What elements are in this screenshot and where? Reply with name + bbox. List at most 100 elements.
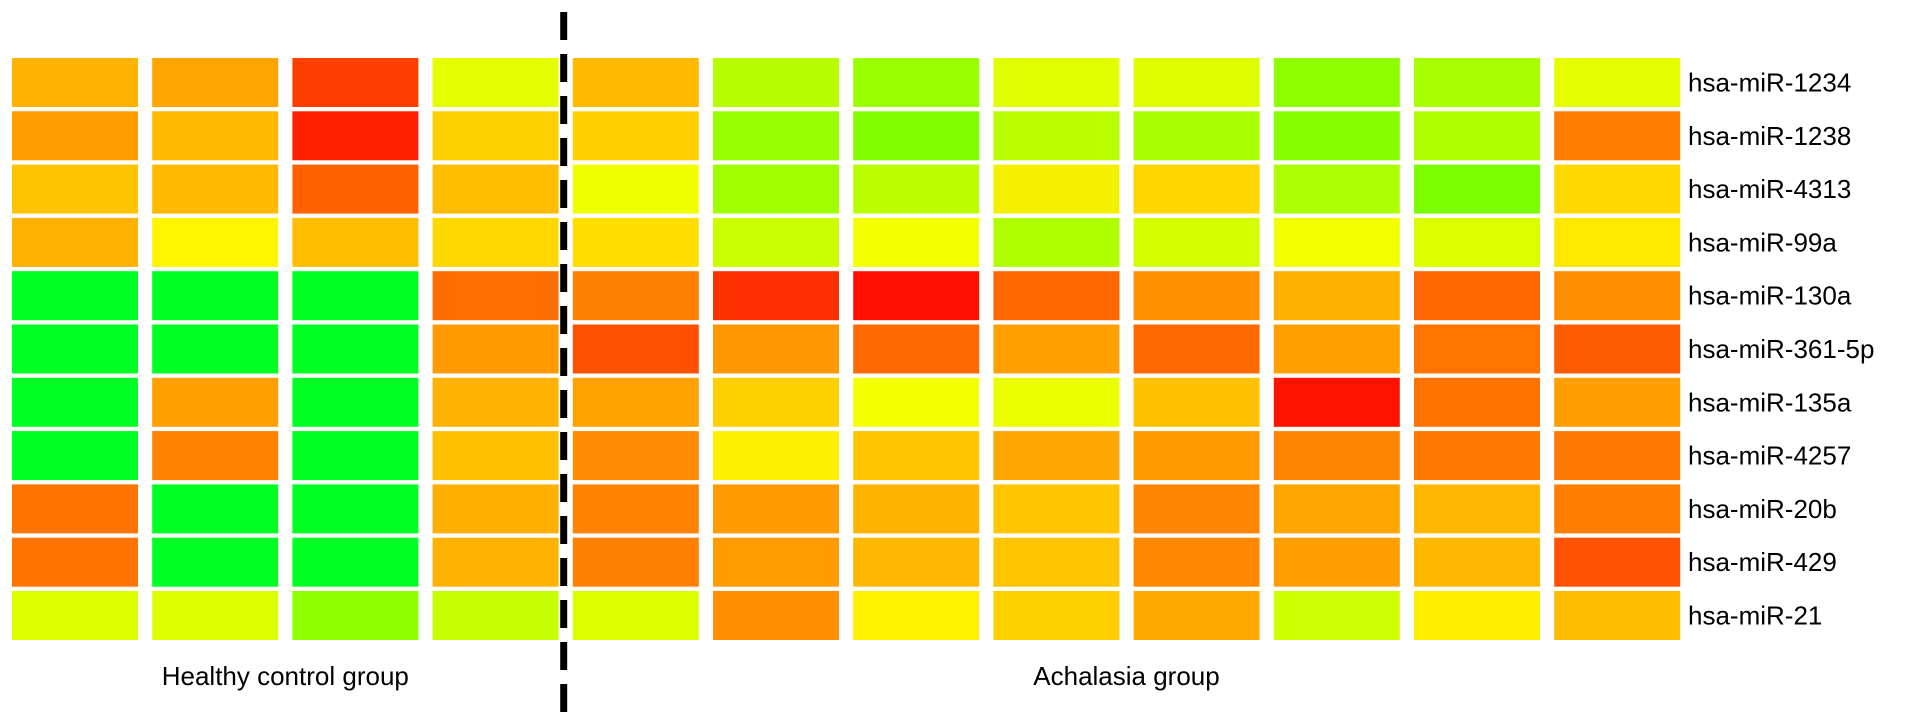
heatmap-cell: [853, 164, 980, 214]
heatmap-cell: [152, 164, 279, 214]
heatmap-cell: [1273, 537, 1400, 587]
heatmap-cell: [292, 537, 419, 587]
heatmap-cell: [432, 484, 559, 534]
heatmap-cell: [1273, 217, 1400, 267]
heatmap-cell: [152, 591, 279, 640]
heatmap-cell: [1133, 377, 1260, 427]
heatmap-cell: [853, 377, 980, 427]
heatmap-cell: [1554, 271, 1681, 321]
heatmap-cell: [993, 537, 1120, 587]
heatmap-cell: [152, 431, 279, 481]
heatmap-cell: [292, 271, 419, 321]
heatmap-cell: [1414, 164, 1540, 214]
heatmap-cell: [993, 431, 1120, 481]
heatmap-cell: [1273, 431, 1400, 481]
heatmap-cell: [1133, 58, 1260, 107]
heatmap-cell: [1554, 111, 1681, 161]
heatmap-cell: [152, 58, 279, 107]
heatmap-cell: [1414, 537, 1540, 587]
heatmap-cell: [572, 484, 699, 534]
heatmap-cell: [993, 111, 1120, 161]
heatmap-cell: [432, 537, 559, 587]
heatmap-cell: [853, 537, 980, 587]
heatmap-cell: [12, 271, 138, 321]
heatmap-cell: [993, 324, 1120, 374]
heatmap-cell: [152, 537, 279, 587]
row-label: hsa-miR-130a: [1688, 281, 1852, 311]
heatmap-cell: [432, 324, 559, 374]
heatmap-cell: [853, 111, 980, 161]
heatmap-cell: [1414, 271, 1540, 321]
heatmap-cell: [1414, 591, 1540, 640]
heatmap-cell: [432, 271, 559, 321]
row-label: hsa-miR-4257: [1688, 441, 1851, 471]
row-label: hsa-miR-1234: [1688, 68, 1851, 98]
row-label: hsa-miR-361-5p: [1688, 334, 1874, 364]
heatmap-cell: [12, 484, 138, 534]
heatmap-cell: [292, 217, 419, 267]
heatmap-cell: [1133, 591, 1260, 640]
heatmap-cell: [1133, 324, 1260, 374]
heatmap-cell: [1273, 58, 1400, 107]
heatmap-cell: [572, 324, 699, 374]
heatmap-cell: [713, 271, 839, 321]
heatmap-cell: [432, 217, 559, 267]
heatmap-cell: [572, 537, 699, 587]
heatmap-cell: [572, 591, 699, 640]
heatmap-cell: [292, 377, 419, 427]
heatmap-cell: [1273, 484, 1400, 534]
heatmap-cell: [713, 58, 839, 107]
heatmap-cell: [572, 271, 699, 321]
heatmap-cell: [1554, 484, 1681, 534]
heatmap-cell: [1133, 537, 1260, 587]
row-label: hsa-miR-1238: [1688, 121, 1851, 151]
heatmap-cell: [713, 111, 839, 161]
heatmap-cell: [1273, 377, 1400, 427]
heatmap-cell: [572, 377, 699, 427]
heatmap-cell: [152, 324, 279, 374]
heatmap-cell: [432, 58, 559, 107]
heatmap-cell: [853, 324, 980, 374]
heatmap-cell: [432, 164, 559, 214]
heatmap-cell: [713, 324, 839, 374]
heatmap-cell: [12, 217, 138, 267]
heatmap-cell: [1133, 484, 1260, 534]
heatmap-cell: [1273, 591, 1400, 640]
heatmap-cell: [1414, 111, 1540, 161]
heatmap-cell: [993, 164, 1120, 214]
heatmap-cell: [1554, 58, 1681, 107]
heatmap-cell: [993, 377, 1120, 427]
heatmap-cell: [292, 324, 419, 374]
heatmap-cell: [853, 484, 980, 534]
heatmap-cell: [572, 164, 699, 214]
heatmap-cell: [12, 537, 138, 587]
heatmap-cell: [1133, 217, 1260, 267]
heatmap-cell: [1414, 217, 1540, 267]
heatmap-cell: [1554, 164, 1681, 214]
heatmap-cell: [1133, 431, 1260, 481]
heatmap-cell: [713, 217, 839, 267]
heatmap-cell: [853, 591, 980, 640]
heatmap-cell: [1273, 111, 1400, 161]
heatmap-cell: [993, 271, 1120, 321]
heatmap-cell: [713, 484, 839, 534]
heatmap-cell: [1554, 537, 1681, 587]
heatmap-cell: [152, 111, 279, 161]
heatmap-cell: [152, 217, 279, 267]
heatmap-cell: [152, 377, 279, 427]
heatmap-cell: [1273, 164, 1400, 214]
heatmap-cell: [1273, 271, 1400, 321]
row-label: hsa-miR-20b: [1688, 494, 1837, 524]
heatmap-cell: [572, 217, 699, 267]
row-label: hsa-miR-99a: [1688, 227, 1837, 257]
heatmap-cell: [432, 111, 559, 161]
row-label: hsa-miR-135a: [1688, 387, 1852, 417]
heatmap-cell: [1414, 377, 1540, 427]
heatmap-cell: [292, 484, 419, 534]
heatmap-cell: [1414, 58, 1540, 107]
heatmap-cell: [713, 537, 839, 587]
heatmap-cell: [993, 484, 1120, 534]
heatmap-cell: [432, 591, 559, 640]
heatmap-cell: [1133, 164, 1260, 214]
